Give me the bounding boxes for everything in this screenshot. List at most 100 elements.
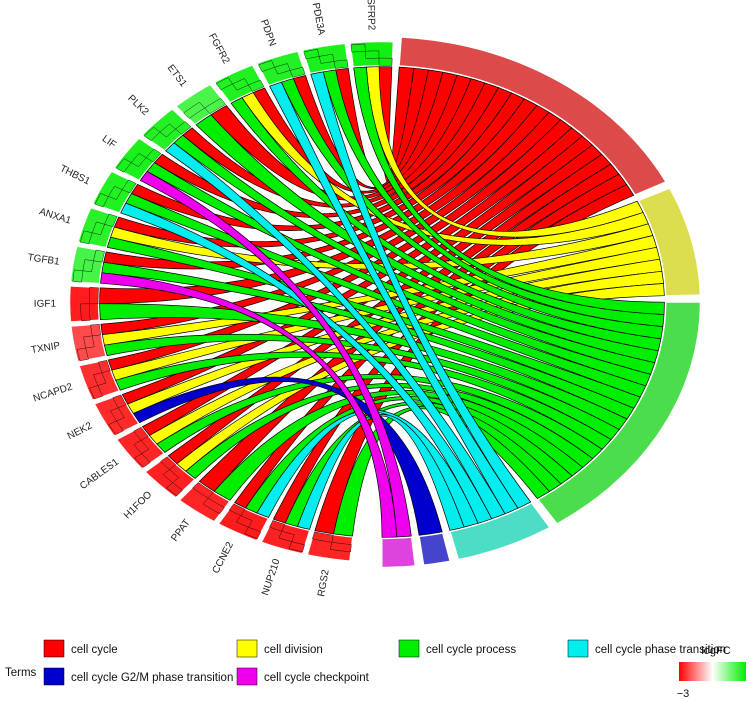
gene-logfc-ring: [133, 440, 150, 454]
gene-logfc-ring: [121, 179, 137, 194]
ribbon-ncapd2-cell-cycle-process: [115, 351, 612, 450]
gene-logfc-ring: [303, 48, 320, 60]
gene-logfc-ring: [175, 121, 192, 135]
gene-logfc-ring: [143, 126, 161, 141]
term-block-cell-cycle-g2-m-phase-transition: [418, 532, 451, 566]
gene-logfc-ring: [89, 287, 99, 304]
gene-logfc-ring: [90, 324, 102, 337]
gene-logfc-ring: [110, 407, 125, 422]
gene-label-ets1: ETS1: [165, 63, 189, 90]
gene-label-ppat: PPAT: [169, 517, 192, 543]
gene-logfc-ring: [244, 526, 262, 539]
gene-logfc-ring: [236, 515, 253, 528]
gene-logfc-ring: [116, 158, 132, 173]
term-block-cell-cycle-process: [537, 301, 701, 525]
legend-label: cell cycle checkpoint: [264, 672, 370, 684]
gene-logfc-ring: [98, 360, 111, 373]
gene-logfc-ring: [104, 213, 118, 227]
gene-logfc-ring: [72, 269, 84, 283]
legend-swatch: [236, 639, 258, 658]
gene-logfc-ring: [192, 482, 214, 499]
gene-logfc-ring: [278, 530, 295, 542]
gene-logfc-ring: [83, 335, 95, 349]
gene-logfc-ring: [312, 531, 334, 543]
gene-logfc-ring: [162, 469, 180, 483]
ribbon-nek2-cell-cycle-g2-m-phase-transition: [132, 376, 443, 536]
term-block-cell-cycle: [398, 36, 667, 196]
gene-logfc-ring: [76, 347, 89, 362]
gene-label-sfrp2: SFRP2: [365, 0, 377, 31]
gene-label-fgfr2: FGFR2: [206, 32, 231, 66]
gene-logfc-ring: [204, 98, 226, 115]
legend-label: cell cycle phase transition: [595, 644, 726, 656]
legend-title: Terms: [5, 667, 37, 679]
colorbar-gradient: [679, 662, 746, 681]
logfc-colorbar: logFC −3: [677, 645, 746, 700]
legend-swatch: [398, 639, 420, 658]
gene-logfc-ring: [274, 63, 291, 75]
ribbon-nup210-cell-cycle-phase-transition: [296, 414, 465, 531]
gene-label-ncapd2: NCAPD2: [32, 381, 74, 404]
gene-logfc-ring: [93, 372, 107, 386]
gene-logfc-ring: [333, 59, 349, 69]
legend-label: cell cycle process: [426, 644, 516, 656]
gene-logfc-ring: [133, 427, 149, 441]
gene-logfc-ring: [93, 249, 105, 263]
legend-label: cell division: [264, 644, 323, 656]
gene-label-txnip: TXNIP: [30, 340, 61, 356]
legend-items: cell cycle cell division cell cycle proces…: [43, 639, 726, 686]
colorbar-title: logFC: [701, 645, 730, 657]
gene-label-anxa1: ANXA1: [38, 206, 73, 226]
gene-logfc-ring: [228, 503, 246, 516]
gene-logfc-ring: [80, 303, 91, 322]
gene-logfc-ring: [92, 221, 105, 236]
gene-logfc-ring: [248, 79, 265, 92]
gene-logfc-ring: [80, 230, 93, 245]
gene-logfc-ring: [289, 66, 306, 78]
gene-label-nek2: NEK2: [66, 420, 95, 442]
gene-logfc-ring: [232, 78, 249, 91]
gene-label-lif: LIF: [100, 134, 118, 151]
ribbon-rgs2-cell-cycle-process: [333, 405, 550, 537]
gene-logfc-ring: [160, 456, 177, 470]
gene-logfc-ring: [134, 453, 151, 468]
gene-label-tgfb1: TGFB1: [27, 252, 61, 268]
gene-logfc-ring: [288, 541, 305, 553]
gene-logfc-ring: [130, 153, 147, 167]
ribbon-layer: [99, 66, 665, 538]
term-block-cell-division: [637, 187, 701, 297]
gene-logfc-ring: [166, 482, 183, 497]
gene-logfc-ring: [108, 186, 123, 200]
legend-swatch: [43, 639, 65, 658]
gene-logfc-ring: [269, 520, 286, 532]
gene-block-layer: [69, 41, 394, 561]
gene-label-thbs1: THBS1: [58, 163, 92, 187]
legend-label: cell cycle G2/M phase transition: [71, 672, 233, 684]
ribbon-tgfb1-cell-cycle-checkpoint: [100, 272, 398, 538]
gene-logfc-ring: [112, 394, 127, 409]
gene-label-cables1: CABLES1: [78, 457, 121, 493]
gene-label-pde3a: PDE3A: [310, 2, 327, 37]
ribbon-lif-cell-cycle-checkpoint: [139, 170, 412, 538]
gene-logfc-ring: [108, 420, 124, 435]
gene-logfc-ring: [183, 101, 206, 119]
gene-logfc-ring: [89, 385, 103, 400]
legend-swatch: [43, 667, 65, 686]
gene-logfc-ring: [365, 50, 380, 59]
gene-logfc-ring: [82, 259, 94, 272]
legend-label: cell cycle: [71, 644, 118, 656]
gene-logfc-ring: [145, 148, 162, 163]
gene-label-h1foo: H1FOO: [122, 489, 154, 521]
gene-logfc-ring: [350, 43, 366, 53]
colorbar-min-label: −3: [677, 688, 690, 700]
gene-logfc-ring: [215, 77, 233, 91]
gene-label-plk2: PLK2: [125, 93, 151, 118]
term-legend: Terms cell cycle cell division cell cycle …: [5, 639, 726, 686]
term-block-cell-cycle-checkpoint: [381, 536, 416, 568]
gene-logfc-ring: [258, 60, 275, 72]
gene-label-rgs2: RGS2: [316, 568, 332, 597]
legend-swatch: [236, 667, 258, 686]
gene-label-igf1: IGF1: [34, 299, 57, 310]
gene-logfc-ring: [159, 123, 176, 138]
gene-label-ccne2: CCNE2: [211, 540, 237, 576]
